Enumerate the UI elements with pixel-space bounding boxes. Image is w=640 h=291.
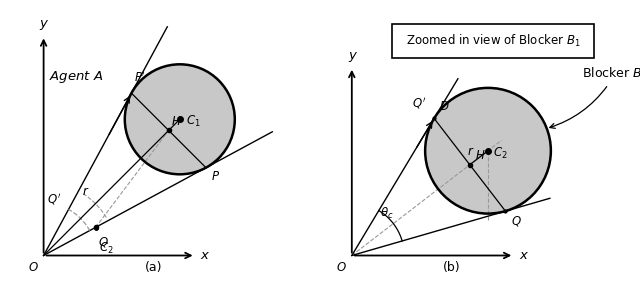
- Text: $r$: $r$: [83, 185, 90, 198]
- Text: $H$: $H$: [475, 149, 486, 162]
- Text: $P$: $P$: [211, 170, 220, 183]
- Text: $C_2$: $C_2$: [493, 146, 508, 161]
- Text: Zoomed in view of Blocker $B_1$: Zoomed in view of Blocker $B_1$: [406, 33, 580, 49]
- Text: Blocker $B_1$: Blocker $B_1$: [550, 65, 640, 128]
- Text: $\theta_c$: $\theta_c$: [380, 205, 393, 221]
- Text: (b): (b): [443, 261, 460, 274]
- Text: $C_1$: $C_1$: [186, 114, 201, 129]
- Text: $H$: $H$: [172, 115, 182, 128]
- Text: x: x: [520, 249, 527, 262]
- Circle shape: [125, 64, 235, 174]
- Text: $O$: $O$: [28, 261, 38, 274]
- Text: $Q'$: $Q'$: [47, 191, 61, 207]
- Text: y: y: [40, 17, 47, 30]
- Text: $Q$: $Q$: [99, 235, 109, 249]
- Text: $r$: $r$: [467, 145, 474, 158]
- Text: $Q$: $Q$: [511, 214, 522, 228]
- Text: $C_2$: $C_2$: [99, 241, 113, 256]
- Text: $P'$: $P'$: [134, 71, 146, 85]
- Text: (a): (a): [145, 261, 163, 274]
- Text: Agent $A$: Agent $A$: [49, 70, 103, 85]
- Text: x: x: [201, 249, 209, 262]
- Text: $O$: $O$: [336, 261, 347, 274]
- FancyBboxPatch shape: [392, 24, 594, 58]
- Text: y: y: [348, 49, 356, 62]
- Text: $D$: $D$: [439, 100, 450, 113]
- Circle shape: [425, 88, 551, 214]
- Text: $Q'$: $Q'$: [412, 95, 426, 111]
